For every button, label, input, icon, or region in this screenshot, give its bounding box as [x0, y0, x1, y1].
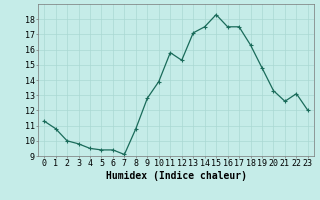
X-axis label: Humidex (Indice chaleur): Humidex (Indice chaleur): [106, 171, 246, 181]
